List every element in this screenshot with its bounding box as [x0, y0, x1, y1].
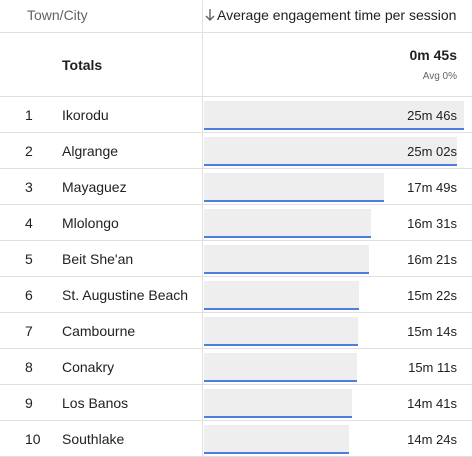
table-row[interactable]: 9 Los Banos 14m 41s [0, 385, 472, 421]
city-name: Conakry [62, 359, 115, 375]
engagement-value: 25m 02s [407, 144, 457, 159]
table-body: 1 Ikorodu 25m 46s 2 Algrange 25m 02s 3 Mayaguez… [0, 97, 472, 457]
engagement-value: 16m 21s [407, 252, 457, 267]
city-name: St. Augustine Beach [62, 287, 189, 303]
dimension-cell: 5 Beit She'an [0, 241, 203, 277]
row-rank: 5 [25, 251, 33, 267]
row-rank: 9 [25, 395, 33, 411]
city-name: Algrange [62, 143, 119, 159]
engagement-bar [204, 245, 369, 274]
totals-average-note: Avg 0% [422, 71, 457, 82]
city-name: Ikorodu [62, 107, 109, 123]
row-rank: 6 [25, 287, 33, 303]
engagement-bar [204, 389, 352, 418]
city-name: Mlolongo [62, 215, 119, 231]
metric-column-header[interactable]: Average engagement time per session [204, 7, 456, 23]
engagement-value: 14m 24s [407, 432, 457, 447]
row-rank: 8 [25, 359, 33, 375]
row-rank: 10 [25, 431, 41, 447]
table-row[interactable]: 2 Algrange 25m 02s [0, 133, 472, 169]
engagement-value: 17m 49s [407, 180, 457, 195]
table-row[interactable]: 5 Beit She'an 16m 21s [0, 241, 472, 277]
totals-row: Totals 0m 45s Avg 0% [0, 33, 472, 97]
engagement-value: 25m 46s [407, 108, 457, 123]
engagement-bar [204, 101, 464, 130]
row-rank: 4 [25, 215, 33, 231]
dimension-cell: 9 Los Banos [0, 385, 203, 421]
dimension-cell: 7 Cambourne [0, 313, 203, 349]
engagement-bar [204, 353, 357, 382]
totals-value: 0m 45s [409, 47, 457, 63]
engagement-bar [204, 137, 457, 166]
row-rank: 1 [25, 107, 33, 123]
arrow-down-icon [205, 9, 215, 21]
engagement-bar [204, 425, 349, 454]
city-name: Los Banos [62, 395, 129, 411]
city-name: Beit She'an [62, 251, 134, 267]
dimension-cell: 2 Algrange [0, 133, 203, 169]
metric-column-header-label: Average engagement time per session [217, 7, 457, 23]
city-name: Mayaguez [62, 179, 127, 195]
dimension-column-header[interactable]: Town/City [27, 7, 88, 23]
dimension-cell: 10 Southlake [0, 421, 203, 457]
dimension-cell: 3 Mayaguez [0, 169, 203, 205]
engagement-bar [204, 317, 358, 346]
dimension-cell: 1 Ikorodu [0, 97, 203, 133]
table-row[interactable]: 4 Mlolongo 16m 31s [0, 205, 472, 241]
engagement-bar [204, 173, 384, 202]
engagement-value: 15m 11s [408, 360, 457, 375]
engagement-value: 15m 14s [407, 324, 457, 339]
row-rank: 7 [25, 323, 33, 339]
engagement-value: 15m 22s [407, 288, 457, 303]
table-row[interactable]: 3 Mayaguez 17m 49s [0, 169, 472, 205]
dimension-cell: 6 St. Augustine Beach [0, 277, 203, 313]
totals-label: Totals [62, 57, 103, 73]
totals-label-cell: Totals [0, 33, 203, 97]
row-rank: 2 [25, 143, 33, 159]
engagement-bar [204, 281, 359, 310]
engagement-value: 14m 41s [407, 396, 457, 411]
table-row[interactable]: 6 St. Augustine Beach 15m 22s [0, 277, 472, 313]
table-row[interactable]: 7 Cambourne 15m 14s [0, 313, 472, 349]
engagement-bar [204, 209, 371, 238]
city-name: Cambourne [62, 323, 136, 339]
city-name: Southlake [62, 431, 125, 447]
table-header: Town/City Average engagement time per se… [0, 0, 472, 33]
table-row[interactable]: 10 Southlake 14m 24s [0, 421, 472, 457]
engagement-value: 16m 31s [407, 216, 457, 231]
row-rank: 3 [25, 179, 33, 195]
dimension-cell: 8 Conakry [0, 349, 203, 385]
dimension-cell: 4 Mlolongo [0, 205, 203, 241]
table-row[interactable]: 1 Ikorodu 25m 46s [0, 97, 472, 133]
table-row[interactable]: 8 Conakry 15m 11s [0, 349, 472, 385]
dimension-header-cell: Town/City [0, 0, 203, 33]
